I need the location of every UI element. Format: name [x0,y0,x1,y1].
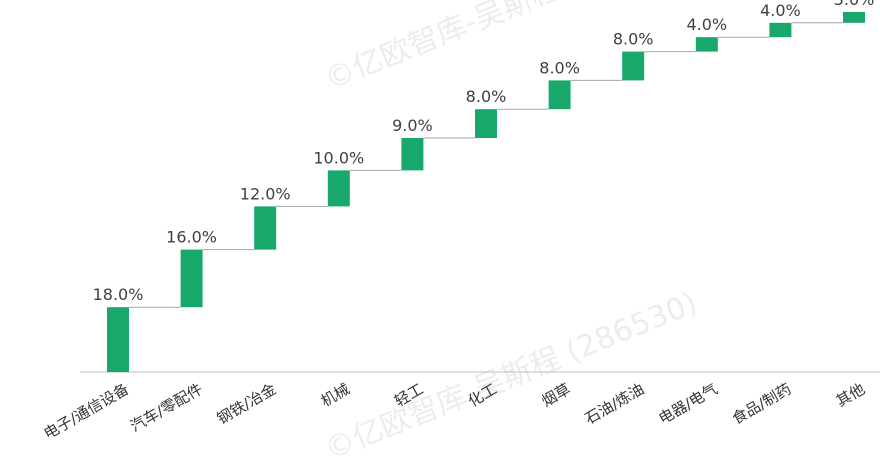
value-label: 4.0% [686,15,727,34]
value-label: 3.0% [834,0,875,9]
value-label: 4.0% [760,1,801,20]
x-tick-label: 钢铁/冶金 [214,380,279,428]
x-tick-label: 其他 [833,380,868,411]
bar [401,138,424,171]
bar [254,206,277,250]
bar [843,12,865,23]
x-tick-label: 电子/通信设备 [41,380,132,443]
bar [180,249,203,308]
bar [548,80,571,110]
value-label: 9.0% [392,116,433,135]
bar [769,22,792,38]
bar [475,109,497,138]
watermark: ©亿欧智库-吴斯程 (286530) [320,286,702,464]
value-label: 8.0% [466,87,507,106]
value-label: 8.0% [613,30,654,49]
x-tick-label: 食品/制药 [729,380,794,428]
value-label: 12.0% [240,184,291,203]
bar [622,51,645,81]
value-label: 8.0% [539,58,580,77]
value-label: 16.0% [166,228,217,247]
x-tick-label: 烟草 [539,380,574,411]
x-tick-label: 汽车/零配件 [127,380,205,436]
bar [107,307,129,372]
value-label: 18.0% [93,285,144,304]
x-tick-label: 石油/炼油 [582,380,647,428]
bar [695,37,718,52]
value-label: 10.0% [313,148,364,167]
x-tick-label: 机械 [318,380,353,411]
x-tick-label: 电器/电气 [655,380,720,428]
watermark: ©亿欧智库-吴斯程 (286530) [320,0,702,97]
bar [327,170,350,207]
